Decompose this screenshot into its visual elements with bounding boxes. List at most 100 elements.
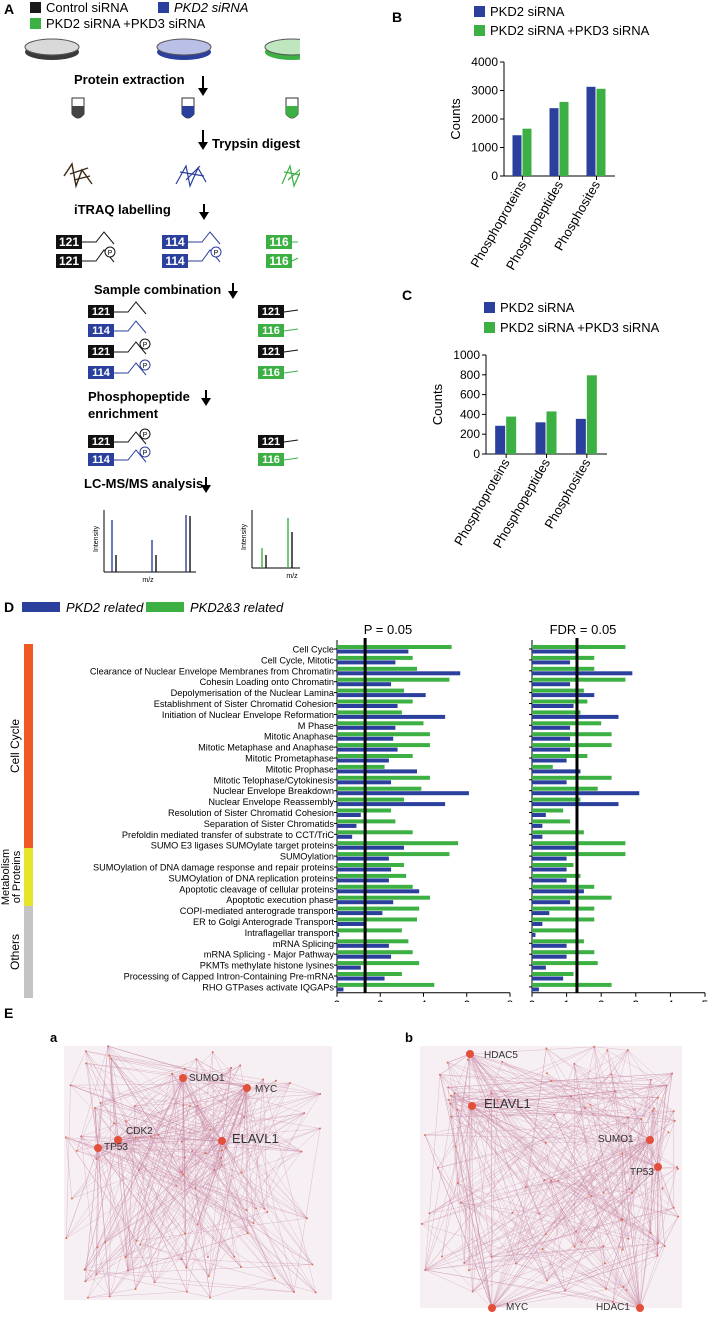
- network-node: [84, 1050, 87, 1053]
- network-node: [467, 1269, 470, 1272]
- spectrum-left: Intensity m/z: [93, 510, 196, 584]
- bar-pkd23-related: [337, 928, 402, 933]
- network-node: [450, 1115, 453, 1118]
- bar-pkd2-related: [337, 987, 344, 992]
- svg-text:Intensity: Intensity: [241, 523, 248, 550]
- network-node: [262, 1078, 265, 1081]
- pathway-label: Establishment of Sister Chromatid Cohesi…: [154, 699, 334, 709]
- network-node: [589, 1103, 592, 1106]
- bar-phosphosites-pkd2: [575, 418, 586, 454]
- bar-pkd2-related: [532, 932, 536, 937]
- bar-pkd23-related: [337, 754, 413, 758]
- bar-pkd23-related: [532, 645, 626, 649]
- panel-d-label: D: [4, 599, 14, 615]
- group-label-metabolism-1: Metabolism: [0, 849, 12, 905]
- svg-text:P: P: [143, 363, 148, 370]
- bar-pkd23-related: [337, 677, 450, 682]
- bar-pkd2-related: [337, 791, 469, 796]
- pathway-label: Intraflagellar transport: [245, 928, 335, 938]
- network-node: [96, 1246, 99, 1249]
- network-node: [511, 1211, 514, 1214]
- pathway-label: Nuclear Envelope Breakdown: [213, 786, 334, 796]
- y-tick-label: 1000: [453, 348, 480, 362]
- network-node: [126, 1269, 129, 1272]
- peptides-control-icon: [63, 162, 93, 189]
- bar-pkd23-related: [532, 754, 588, 758]
- network-node: [107, 1045, 110, 1048]
- network-node: [183, 1156, 186, 1159]
- bar-pkd23-related: [337, 906, 420, 911]
- network-node: [454, 1145, 457, 1148]
- network-edges: [421, 1046, 679, 1309]
- bar-pkd2-related: [532, 780, 567, 785]
- bar-pkd2-related: [532, 714, 619, 719]
- network-node: [459, 1201, 462, 1204]
- bar-pkd2-related: [337, 965, 361, 970]
- pathway-label: Apoptotic cleavage of cellular proteins: [179, 884, 334, 894]
- bar-pkd23-related: [532, 830, 584, 835]
- pathway-label: mRNA Splicing - Major Pathway: [204, 950, 335, 960]
- network-node: [95, 1273, 98, 1276]
- network-node: [456, 1108, 459, 1111]
- network-node: [110, 1057, 113, 1060]
- combined-sample-right: 121 116 121 116: [258, 305, 299, 379]
- network-node: [209, 1128, 212, 1131]
- legend-pkd2: PKD2 siRNA: [174, 0, 248, 15]
- network-node: [553, 1113, 556, 1116]
- legend-pkd2-swatch: [158, 2, 169, 13]
- network-node: [196, 1223, 199, 1226]
- network-node: [676, 1166, 679, 1169]
- bar-pkd2-related: [337, 943, 389, 948]
- network-node: [656, 1096, 659, 1099]
- bar-phosphopeptides-pkd2: [535, 422, 546, 454]
- svg-text:121: 121: [92, 306, 110, 318]
- network-node: [436, 1166, 439, 1169]
- bar-pkd2-related: [337, 834, 353, 839]
- network-node: [573, 1062, 576, 1065]
- svg-text:121: 121: [92, 436, 110, 448]
- network-node: [471, 1290, 474, 1293]
- y-axis-label: Counts: [430, 383, 445, 425]
- step-sample-combination: Sample combination: [94, 282, 221, 297]
- network-graph-a: SUMO1 MYC CDK2 TP53 ELAVL1: [64, 1045, 332, 1300]
- bar-phosphosites-pkd23: [596, 88, 606, 176]
- panel-b-label: B: [392, 9, 402, 25]
- tube-control: [71, 97, 85, 119]
- bar-pkd2-related: [532, 823, 543, 828]
- network-node: [649, 1231, 652, 1234]
- network-node: [549, 1179, 552, 1182]
- bar-phosphopeptides-pkd23: [559, 101, 569, 176]
- network-node: [603, 1262, 606, 1265]
- bar-pkd23-related: [532, 841, 626, 846]
- bar-pkd23-related: [337, 961, 420, 966]
- bar-phosphoproteins-pkd2: [495, 425, 506, 454]
- bar-pkd23-related: [532, 786, 598, 791]
- bar-pkd23-related: [532, 819, 571, 824]
- svg-text:121: 121: [262, 346, 280, 358]
- bar-chart-c: C PKD2 siRNA PKD2 siRNA +PKD3 siRNA 0 200…: [402, 287, 660, 551]
- network-node: [70, 1197, 73, 1200]
- itraq-tag-pkd2: 114 114 P: [162, 231, 222, 268]
- hub-label: HDAC5: [484, 1050, 518, 1061]
- network-node: [318, 1127, 321, 1130]
- y-tick-label: 600: [460, 388, 480, 402]
- bar-pkd23-related: [337, 688, 405, 693]
- network-node: [614, 1090, 617, 1093]
- bar-pkd23-related: [337, 950, 413, 955]
- network-node: [303, 1112, 306, 1115]
- network-node: [134, 1287, 137, 1290]
- network-node: [196, 1104, 199, 1107]
- hub-node: [218, 1137, 226, 1145]
- tube-pkd23: [285, 97, 299, 119]
- pathway-label: SUMO E3 ligases SUMOylate target protein…: [151, 841, 335, 851]
- panel-c-label: C: [402, 287, 412, 303]
- network-node: [112, 1122, 115, 1125]
- hub-node: [654, 1163, 662, 1171]
- y-tick-label: 3000: [471, 84, 498, 98]
- pathway-label: Cell Cycle, Mitotic: [261, 655, 334, 665]
- bar-pkd23-related: [337, 797, 405, 802]
- network-node: [621, 1248, 624, 1251]
- tube-pkd2: [181, 97, 195, 119]
- bar-pkd23-related: [532, 852, 626, 857]
- network-node: [677, 1215, 680, 1218]
